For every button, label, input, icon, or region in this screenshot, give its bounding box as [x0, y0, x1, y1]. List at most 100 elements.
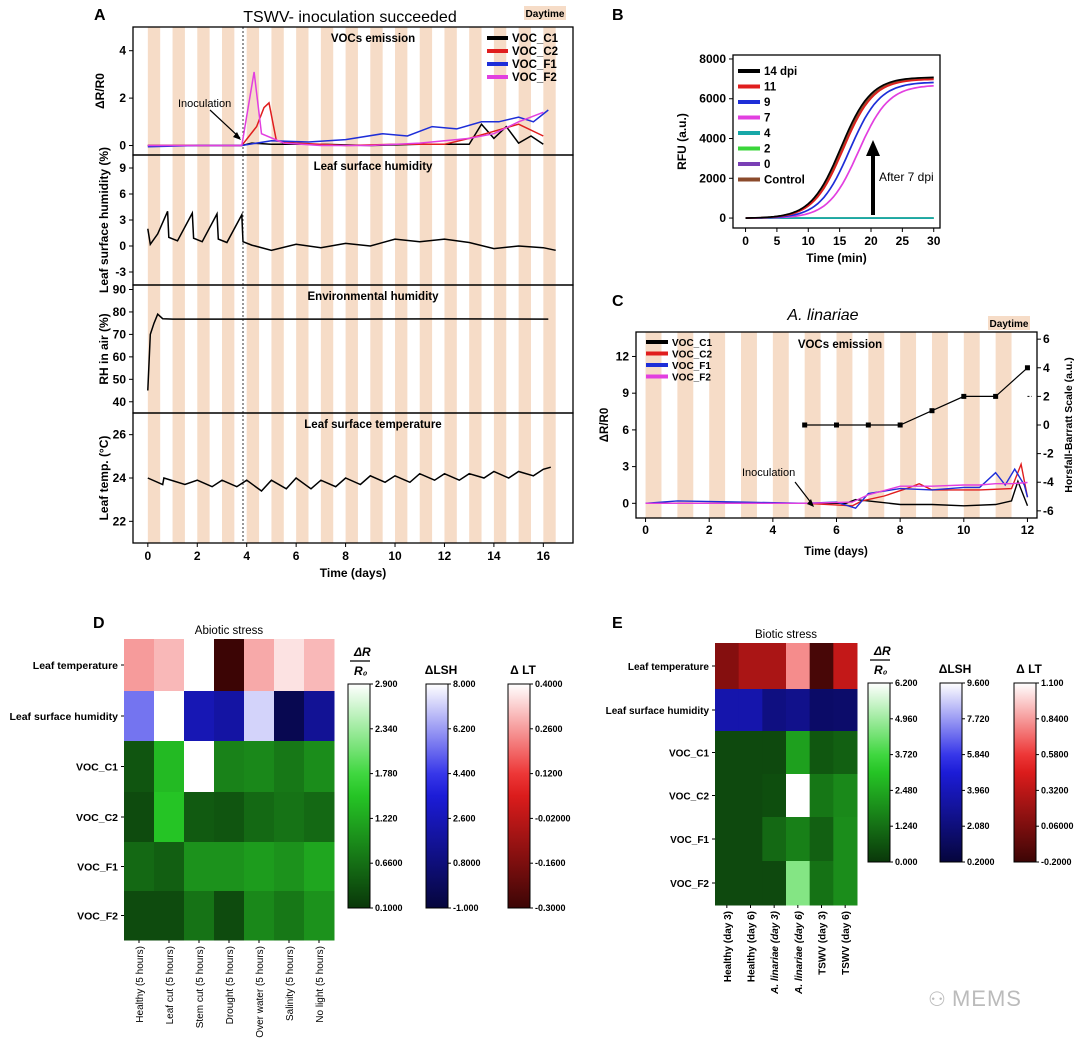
heatmap-title: Biotic stress [755, 629, 817, 641]
y-tick-label: 2000 [699, 171, 726, 185]
heatmap-cell [244, 792, 275, 843]
annotation-arrowhead [866, 140, 880, 156]
colorbar-tick-label: 8.000 [453, 679, 476, 689]
colorbar-label: ΔR [873, 644, 891, 658]
heatmap-col-label: TSWV (day 6) [841, 911, 852, 975]
colorbar-tick-label: 0.1200 [535, 769, 563, 779]
heatmap-cell [214, 891, 245, 941]
x-axis-label: Time (days) [804, 546, 868, 558]
heatmap-cell [715, 774, 740, 818]
heatmap-cell [274, 842, 305, 892]
x-tick-label: 2 [194, 549, 201, 563]
y-tick-label: 0 [119, 139, 126, 153]
colorbar-tick-label: -0.1600 [535, 858, 566, 868]
y-axis-label: Leaf surface humidity (%) [97, 147, 111, 293]
heatmap-col-label: Stem cut (5 hours) [195, 946, 206, 1028]
colorbar-tick-label: 0.2600 [535, 724, 563, 734]
heatmap-cell [762, 774, 787, 818]
heatmap-cell [184, 639, 215, 692]
heatmap-cell [124, 842, 155, 892]
y2-tick-label: 2 [1043, 389, 1050, 403]
heatmap-cell [833, 817, 858, 862]
hb-scale-point [834, 422, 839, 428]
curve-14-dpi [745, 76, 934, 219]
heatmap-cell [715, 861, 740, 906]
colorbar-label: ΔLSH [425, 663, 458, 677]
x-tick-label: 30 [927, 234, 941, 248]
colorbar-tick-label: -0.02000 [535, 813, 571, 823]
daytime-stripe [645, 332, 662, 518]
colorbar-tick-label: 7.720 [967, 714, 990, 724]
heatmap-title: Abiotic stress [195, 625, 264, 637]
heatmap-cell [274, 639, 305, 692]
daytime-stripe [741, 332, 757, 518]
heatmap-cell [715, 817, 740, 862]
colorbar-tick-label: 0.8000 [453, 858, 481, 868]
colorbar-tick-label: 0.1000 [375, 903, 403, 913]
heatmap-cell [124, 792, 155, 843]
heatmap-cell [786, 643, 811, 690]
legend-label: 11 [764, 82, 777, 94]
colorbar-tick-label: 0.2000 [967, 857, 995, 867]
x-tick-label: 0 [742, 234, 749, 248]
heatmap-cell [715, 643, 740, 690]
x-tick-label: 14 [487, 549, 501, 563]
subplot-title: VOCs emission [331, 33, 415, 45]
colorbar-tick-label: 1.100 [1041, 678, 1064, 688]
chart-c-subtitle: VOCs emission [798, 339, 882, 351]
y-tick-label: 3 [622, 460, 629, 474]
colorbar-lt [1013, 682, 1037, 863]
y-axis-label: ΔR/R0 [599, 408, 611, 442]
y-axis-label: RFU (a.u.) [675, 113, 689, 170]
heatmap-cell [274, 691, 305, 742]
y-tick-label: 50 [113, 372, 127, 386]
y-tick-label: 6 [119, 187, 126, 201]
colorbar-tick-label: 0.06000 [1041, 821, 1074, 831]
daytime-stripe [931, 332, 948, 518]
legend-label: 4 [764, 128, 771, 140]
heatmap-cell [786, 774, 811, 818]
daytime-legend-swatch [988, 316, 1030, 330]
heatmap-cell [738, 689, 763, 732]
colorbar-tick-label: 9.600 [967, 678, 990, 688]
y2-tick-label: 4 [1043, 361, 1050, 375]
heatmap-cell [786, 817, 811, 862]
heatmap-cell [833, 689, 858, 732]
x-tick-label: 15 [833, 234, 847, 248]
series-line-voc_c2 [147, 101, 544, 147]
daytime-stripe [963, 332, 980, 518]
colorbar-tick-label: 6.200 [895, 678, 918, 688]
heatmap-cell [809, 689, 834, 732]
heatmap-cell [244, 891, 275, 941]
x-tick-label: 8 [342, 549, 349, 563]
legend-label: 2 [764, 144, 770, 156]
heatmap-cell [738, 731, 763, 775]
heatmap-cell [274, 741, 305, 793]
heatmap-cell [244, 639, 275, 692]
heatmap-row-label: VOC_C2 [669, 792, 709, 803]
heatmap-cell [304, 891, 335, 941]
colorbar-label: Δ LT [510, 663, 536, 677]
daytime-stripe [900, 332, 917, 518]
daytime-stripe [995, 332, 1012, 518]
heatmap-col-label: Drought (5 hours) [225, 946, 236, 1024]
x-tick-label: 6 [293, 549, 300, 563]
heatmap-cell [738, 861, 763, 906]
heatmap-cell [184, 891, 215, 941]
chart-a-title: TSWV- inoculation succeeded [243, 9, 456, 26]
legend-label: VOC_F2 [672, 373, 711, 384]
y-tick-label: 70 [113, 327, 127, 341]
heatmap-cell [786, 861, 811, 906]
heatmap-cell [244, 842, 275, 892]
daytime-label-a: Daytime [526, 9, 565, 20]
heatmap-cell [833, 731, 858, 775]
heatmap-col-label: Healthy (day 3) [723, 911, 734, 982]
heatmap-cell [154, 792, 185, 843]
subplot-title: Leaf surface humidity [314, 161, 433, 173]
heatmap-col-label: No light (5 hours) [315, 946, 326, 1023]
heatmap-cell [738, 774, 763, 818]
heatmap-cell [762, 731, 787, 775]
heatmap-cell [833, 861, 858, 906]
hb-scale-point [993, 393, 999, 399]
x-tick-label: 0 [144, 549, 151, 563]
